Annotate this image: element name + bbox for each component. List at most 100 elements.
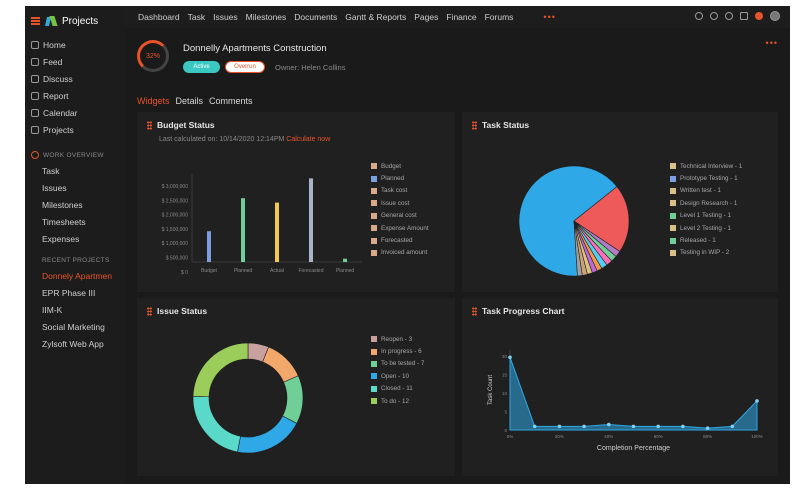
sidebar-item-report[interactable]: Report [25, 87, 125, 104]
legend-swatch [371, 175, 377, 182]
tab-details[interactable]: Details [175, 96, 204, 106]
brand[interactable]: Projects [31, 10, 98, 32]
data-point [582, 424, 586, 429]
panel-title[interactable]: Task Status [472, 120, 529, 130]
recent-project-item[interactable]: Donnely Apartmen [42, 270, 112, 281]
legend-label: Issue cost [381, 199, 410, 207]
legend-swatch [670, 187, 676, 194]
issue-status-legend-item[interactable]: To be tested - 7 [371, 358, 424, 370]
budget-legend-item[interactable]: Task cost [371, 185, 429, 197]
budget-legend-item[interactable]: General cost [371, 210, 429, 222]
data-point [508, 355, 512, 360]
legend-label: Planned [381, 175, 405, 183]
project-more-button[interactable]: ••• [765, 38, 778, 48]
top-nav-task[interactable]: Task [187, 12, 206, 22]
bar-budget [207, 231, 211, 262]
sidebar-item-projects[interactable]: Projects [25, 121, 125, 138]
sidebar-item-task[interactable]: Task [42, 165, 60, 176]
legend-swatch [371, 348, 377, 355]
x-tick-label: 40% [604, 434, 613, 439]
tab-comments[interactable]: Comments [209, 96, 253, 106]
sidebar-item-home[interactable]: Home [25, 36, 125, 53]
issue-status-legend-item[interactable]: In progress - 6 [371, 345, 424, 357]
issue-status-legend-item[interactable]: Reopen - 3 [371, 333, 424, 345]
recent-project-item[interactable]: IIM-K [42, 304, 63, 315]
task-status-legend-item[interactable]: Level 2 Testing - 1 [670, 222, 742, 234]
settings-icon[interactable] [740, 12, 748, 20]
panel-title[interactable]: Issue Status [147, 306, 207, 316]
task-status-legend-item[interactable]: Technical Interview - 1 [670, 160, 742, 172]
sidebar-item-expenses[interactable]: Expenses [42, 233, 80, 244]
budget-legend-item[interactable]: Issue cost [371, 197, 429, 209]
x-tick-label: 0% [507, 434, 514, 439]
sidebar-item-milestones[interactable]: Milestones [42, 199, 83, 210]
task-status-legend-item[interactable]: Released - 1 [670, 234, 742, 246]
legend-label: Level 2 Testing - 1 [680, 224, 731, 232]
sidebar-item-issues[interactable]: Issues [42, 182, 67, 193]
drag-handle-icon[interactable] [472, 120, 477, 130]
recent-project-item[interactable]: Zylsoft Web App [42, 338, 104, 349]
work-overview-label[interactable]: WORK OVERVIEW [25, 148, 125, 162]
issue-status-legend-item[interactable]: To do - 12 [371, 395, 424, 407]
y-tick-label: $ 500,000 [166, 256, 188, 262]
app-title: Projects [62, 15, 99, 27]
legend-label: To be tested - 7 [381, 360, 425, 368]
menu-icon[interactable] [31, 17, 40, 25]
bar-planned [343, 258, 347, 262]
task-status-legend-item[interactable]: Design Research - 1 [670, 197, 742, 209]
task-status-legend-item[interactable]: Prototype Testing - 1 [670, 172, 742, 184]
avatar[interactable] [770, 11, 780, 21]
bell-icon[interactable] [725, 12, 733, 20]
sidebar-item-discuss[interactable]: Discuss [25, 70, 125, 87]
add-icon[interactable] [755, 12, 763, 20]
task-pie-slice [518, 165, 618, 277]
recent-project-item[interactable]: EPR Phase III [42, 287, 96, 298]
timer-icon[interactable] [710, 12, 718, 20]
budget-legend-item[interactable]: Forecasted [371, 234, 429, 246]
drag-handle-icon[interactable] [472, 306, 477, 316]
sidebar-item-feed[interactable]: Feed [25, 53, 125, 70]
panel-title[interactable]: Task Progress Chart [472, 306, 565, 316]
bar-actual [275, 202, 279, 262]
status-badge[interactable]: Active [183, 61, 220, 73]
budget-legend-item[interactable]: Invoiced amount [371, 247, 429, 259]
budget-legend-item[interactable]: Expense Amount [371, 222, 429, 234]
top-nav-issues[interactable]: Issues [213, 12, 238, 22]
drag-handle-icon[interactable] [147, 120, 152, 130]
task-status-legend-item[interactable]: Level 1 Testing - 1 [670, 210, 742, 222]
issue-status-legend-item[interactable]: Open - 10 [371, 370, 424, 382]
top-nav-forums[interactable]: Forums [484, 12, 514, 22]
issue-status-legend-item[interactable]: Closed - 11 [371, 383, 424, 395]
top-nav-pages[interactable]: Pages [414, 12, 439, 22]
budget-legend-item[interactable]: Budget [371, 160, 429, 172]
project-title: Donnelly Apartments Construction [183, 43, 327, 54]
legend-label: Design Research - 1 [680, 199, 738, 207]
drag-handle-icon[interactable] [147, 306, 152, 316]
top-nav-documents[interactable]: Documents [294, 12, 338, 22]
task-status-legend-item[interactable]: Testing in WIP - 2 [670, 247, 742, 259]
top-nav-dashboard[interactable]: Dashboard [138, 12, 180, 22]
task-pie-slice [573, 186, 630, 252]
top-nav-milestones[interactable]: Milestones [245, 12, 287, 22]
budget-legend-item[interactable]: Planned [371, 172, 429, 184]
sidebar-item-calendar[interactable]: Calendar [25, 104, 125, 121]
legend-label: Expense Amount [381, 224, 429, 232]
task-status-legend-item[interactable]: Written test - 1 [670, 185, 742, 197]
top-nav-gantt-reports[interactable]: Gantt & Reports [345, 12, 407, 22]
search-icon[interactable] [695, 12, 703, 20]
top-nav-more-button[interactable]: ••• [543, 12, 556, 22]
issue-donut-slice [262, 346, 299, 383]
y-tick-label: 0 [504, 428, 507, 433]
tab-widgets[interactable]: Widgets [137, 96, 170, 106]
panel-title[interactable]: Budget Status [147, 120, 215, 130]
legend-swatch [670, 200, 676, 207]
recent-projects-label: RECENT PROJECTS [42, 256, 110, 264]
recent-project-item[interactable]: Social Marketing [42, 321, 105, 332]
bar-forecasted [309, 178, 313, 262]
sidebar-item-label: Home [43, 39, 66, 50]
sidebar-item-timesheets[interactable]: Timesheets [42, 216, 86, 227]
legend-swatch [371, 398, 377, 405]
task-progress-chart: 20 15 10 5 00% 20% 40% 60% 80% 100% Completion Per… [488, 350, 763, 452]
calculate-now-link[interactable]: Calculate now [286, 136, 331, 143]
top-nav-finance[interactable]: Finance [446, 12, 477, 22]
